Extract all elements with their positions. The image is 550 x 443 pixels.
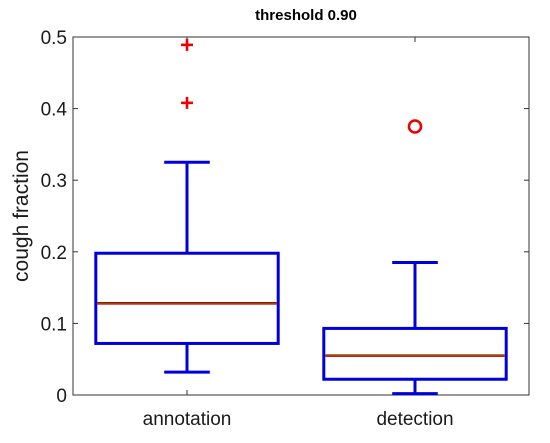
iqr-box xyxy=(322,326,508,381)
outlier-point xyxy=(181,96,193,109)
iqr-box xyxy=(94,251,280,345)
plot-area: 0 0.1 0.2 0.3 0.4 0.5 annotation detection xyxy=(41,28,530,430)
y-tick-label: 0.2 xyxy=(41,243,67,264)
y-tick-label: 0.3 xyxy=(41,171,67,192)
chart-title: threshold 0.90 xyxy=(255,7,357,24)
plot-frame xyxy=(72,36,530,396)
x-tick-label: annotation xyxy=(143,409,232,430)
y-tick-label: 0.5 xyxy=(41,28,67,49)
outlier-point xyxy=(181,38,193,51)
box-detection xyxy=(322,119,508,396)
y-axis-label: cough fraction xyxy=(10,150,33,282)
box-annotation xyxy=(94,38,280,374)
y-tick-label: 0.4 xyxy=(41,100,68,121)
outlier-point xyxy=(407,119,423,134)
y-tick-label: 0 xyxy=(56,386,67,407)
x-tick-label: detection xyxy=(376,409,453,430)
y-tick-label: 0.1 xyxy=(41,314,67,335)
